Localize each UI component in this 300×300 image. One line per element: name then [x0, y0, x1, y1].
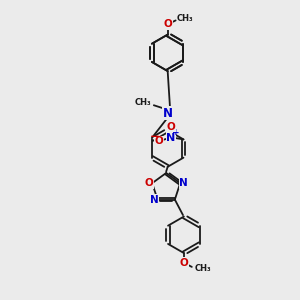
Text: O: O — [167, 122, 176, 132]
Text: −: − — [149, 130, 159, 143]
Text: CH₃: CH₃ — [177, 14, 194, 23]
Text: +: + — [172, 128, 179, 137]
Text: N: N — [163, 107, 173, 120]
Text: O: O — [154, 136, 163, 146]
Text: O: O — [163, 19, 172, 29]
Text: N: N — [179, 178, 188, 188]
Text: O: O — [179, 258, 188, 268]
Text: CH₃: CH₃ — [194, 264, 211, 273]
Text: O: O — [144, 178, 153, 188]
Text: CH₃: CH₃ — [135, 98, 152, 107]
Text: N: N — [150, 195, 158, 205]
Text: N: N — [167, 133, 176, 143]
